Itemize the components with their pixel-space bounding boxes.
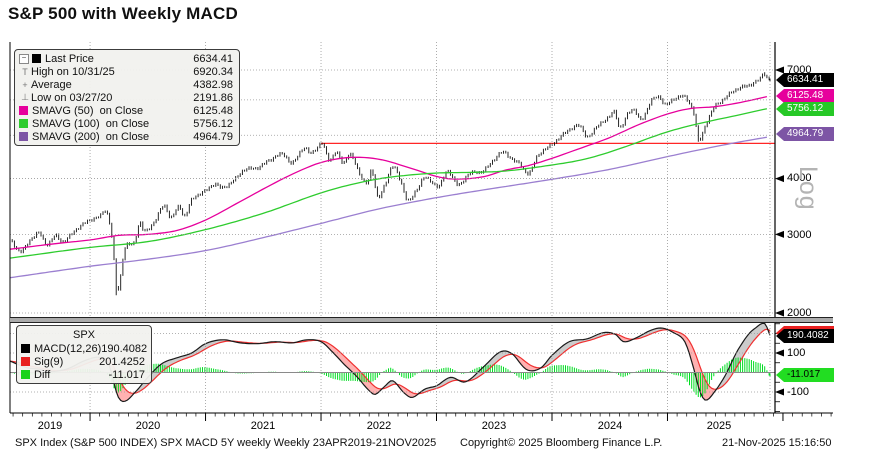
- year-label-2022: 2022: [366, 420, 392, 432]
- average-marker-icon: +: [22, 79, 28, 90]
- legend-row-diff: Diff -11.017: [17, 368, 151, 381]
- sma50-badge: 6125.48: [776, 89, 834, 103]
- legend-label: Average: [31, 78, 72, 91]
- macd-tick-100: 100: [787, 347, 806, 359]
- legend-row-macd: MACD(12,26) 190.4082: [17, 342, 151, 355]
- diff-badge: -11.017: [776, 368, 834, 382]
- page-title: S&P 500 with Weekly MACD: [8, 4, 238, 23]
- legend-value: 6125.48: [193, 104, 233, 117]
- legend-value: 4382.98: [193, 78, 233, 91]
- sma100-badge: 5756.12: [776, 102, 834, 116]
- sma200-badge: 4964.79: [776, 127, 834, 141]
- legend-value: 6920.34: [193, 65, 233, 78]
- price-tick-3000: 3000: [787, 229, 812, 241]
- year-label-2021: 2021: [250, 420, 276, 432]
- sma100-swatch-icon: [19, 119, 28, 128]
- legend-label: SMAVG (100) on Close: [32, 117, 150, 130]
- legend-label: High on 10/31/25: [31, 65, 115, 78]
- legend-row-high: T High on 10/31/25 6920.34: [15, 65, 239, 78]
- legend-label: Sig(9): [34, 355, 64, 368]
- macd-badge: 190.4082: [776, 329, 834, 343]
- low-marker-icon: ⊥: [21, 92, 29, 102]
- legend-label: Diff: [34, 368, 51, 381]
- legend-row-last-price: − Last Price 6634.41: [15, 52, 239, 65]
- last-price-badge: 6634.41: [776, 73, 834, 87]
- signal-swatch-icon: [21, 357, 30, 366]
- sma50-swatch-icon: [19, 106, 28, 115]
- legend-row-sig: Sig(9) 201.4252: [17, 355, 151, 368]
- year-label-2024: 2024: [597, 420, 623, 432]
- year-label-2019: 2019: [37, 420, 63, 432]
- sma200-swatch-icon: [19, 132, 28, 141]
- diff-swatch-icon: [21, 370, 30, 379]
- price-legend-box[interactable]: − Last Price 6634.41 T High on 10/31/25 …: [14, 49, 240, 146]
- legend-label: SMAVG (200) on Close: [32, 130, 150, 143]
- high-marker-icon: T: [22, 66, 28, 77]
- legend-label: SMAVG (50) on Close: [32, 104, 144, 117]
- legend-value: 5756.12: [193, 117, 233, 130]
- footer-copyright: Copyright© 2025 Bloomberg Finance L.P.: [460, 437, 663, 449]
- legend-row-sma100: SMAVG (100) on Close 5756.12: [15, 117, 239, 130]
- footer-security-info: SPX Index (S&P 500 INDEX) SPX MACD 5Y we…: [15, 437, 437, 449]
- legend-row-average: + Average 4382.98: [15, 78, 239, 91]
- legend-value: 4964.79: [193, 130, 233, 143]
- footer-timestamp: 21-Nov-2025 15:16:50: [722, 437, 832, 449]
- legend-row-sma200: SMAVG (200) on Close 4964.79: [15, 130, 239, 143]
- price-tick-2000: 2000: [787, 307, 812, 319]
- legend-value: 190.4082: [101, 342, 148, 355]
- year-label-2020: 2020: [135, 420, 161, 432]
- legend-row-low: ⊥ Low on 03/27/20 2191.86: [15, 91, 239, 104]
- legend-row-sma50: SMAVG (50) on Close 6125.48: [15, 104, 239, 117]
- legend-value: 201.4252: [99, 355, 145, 368]
- legend-value: -11.017: [108, 368, 146, 381]
- legend-collapse-icon[interactable]: −: [19, 53, 29, 64]
- macd-tick-neg100: -100: [787, 386, 810, 398]
- legend-value: 6634.41: [193, 52, 233, 65]
- macd-legend-header: SPX: [72, 329, 95, 341]
- year-label-2023: 2023: [481, 420, 507, 432]
- last-price-swatch-icon: [32, 54, 41, 63]
- legend-value: 2191.86: [193, 91, 233, 104]
- price-tick-4000: 4000: [787, 172, 812, 184]
- year-label-2025: 2025: [706, 420, 732, 432]
- legend-label: MACD(12,26): [34, 342, 102, 355]
- macd-swatch-icon: [21, 344, 30, 353]
- legend-label: Low on 03/27/20: [31, 91, 113, 104]
- macd-legend-box[interactable]: SPX MACD(12,26) 190.4082 Sig(9) 201.4252…: [16, 325, 152, 384]
- log-scale-label[interactable]: Log: [794, 166, 822, 211]
- panel-splitter[interactable]: [10, 317, 833, 323]
- legend-label: Last Price: [45, 52, 94, 65]
